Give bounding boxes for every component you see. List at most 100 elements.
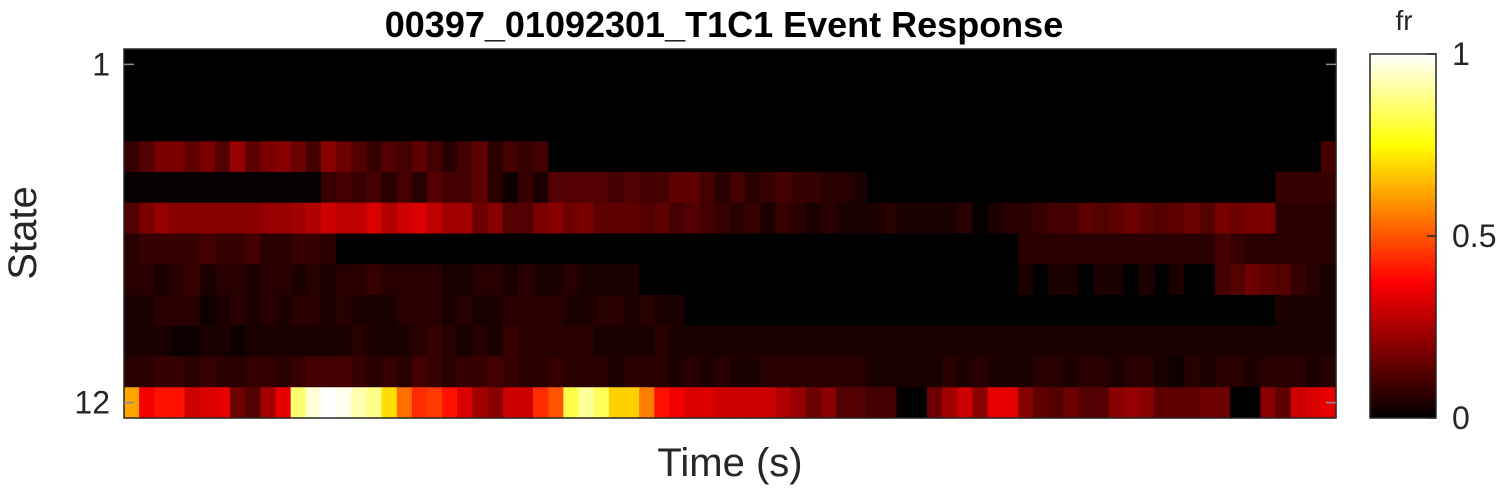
heatmap-cell xyxy=(775,49,792,81)
heatmap-cell xyxy=(487,295,504,327)
heatmap-cell xyxy=(942,79,958,112)
heatmap-cell xyxy=(533,49,549,81)
heatmap-cell xyxy=(896,264,913,296)
heatmap-cell xyxy=(1139,79,1155,112)
heatmap-cell xyxy=(230,110,246,142)
heatmap-cell xyxy=(563,110,580,142)
heatmap-cell xyxy=(245,172,261,204)
heatmap-cell xyxy=(654,295,670,327)
colorbar-tick-label: 1 xyxy=(1452,36,1470,72)
heatmap-cell xyxy=(1017,233,1034,265)
heatmap-cell xyxy=(1078,325,1095,358)
heatmap-cell xyxy=(184,264,201,296)
heatmap-cell xyxy=(411,49,428,81)
heatmap-cell xyxy=(548,202,564,235)
heatmap-cell xyxy=(411,325,428,358)
heatmap-cell xyxy=(1154,264,1170,296)
heatmap-cell xyxy=(230,233,246,265)
heatmap-cell xyxy=(684,202,701,235)
heatmap-cell xyxy=(896,233,913,265)
heatmap-cell xyxy=(1033,295,1049,327)
heatmap-cell xyxy=(714,172,731,204)
heatmap-cell xyxy=(487,172,504,204)
heatmap-cell xyxy=(608,202,625,235)
heatmap-cell xyxy=(427,141,443,173)
heatmap-cell xyxy=(881,264,898,296)
heatmap-cell xyxy=(154,387,171,419)
heatmap-cell xyxy=(1048,233,1064,265)
heatmap-cell xyxy=(639,49,655,81)
heatmap-cell xyxy=(427,387,443,419)
heatmap-cell xyxy=(926,141,943,173)
heatmap-cell xyxy=(669,356,686,388)
heatmap-cell xyxy=(851,110,867,142)
heatmap-cell xyxy=(366,356,383,388)
heatmap-cell xyxy=(1154,233,1170,265)
heatmap-cell xyxy=(1214,325,1231,358)
heatmap-cell xyxy=(1139,110,1155,142)
heatmap-cell xyxy=(442,202,458,235)
heatmap-cell xyxy=(1169,172,1186,204)
heatmap-cell xyxy=(911,233,928,265)
heatmap-cell xyxy=(1184,233,1201,265)
heatmap-cell xyxy=(1260,172,1276,204)
heatmap-cell xyxy=(245,141,261,173)
heatmap-cell xyxy=(366,202,383,235)
heatmap-cell xyxy=(366,172,383,204)
heatmap-cell xyxy=(487,49,504,81)
heatmap-cell xyxy=(1260,264,1276,296)
heatmap-cell xyxy=(1078,79,1095,112)
heatmap-cell xyxy=(881,202,898,235)
heatmap-cell xyxy=(669,264,686,296)
heatmap-cell xyxy=(1275,295,1292,327)
heatmap-cell xyxy=(1002,233,1019,265)
heatmap-cell xyxy=(214,387,231,419)
heatmap-cell xyxy=(169,264,186,296)
heatmap-cell xyxy=(457,110,474,142)
heatmap-cell xyxy=(1078,49,1095,81)
heatmap-cell xyxy=(851,264,867,296)
heatmap-cell xyxy=(972,172,989,204)
heatmap-cell xyxy=(472,233,489,265)
heatmap-cell xyxy=(1320,79,1337,112)
heatmap-cell xyxy=(987,49,1004,81)
heatmap-cell xyxy=(730,295,746,327)
heatmap-cell xyxy=(1290,264,1307,296)
heatmap-cell xyxy=(563,387,580,419)
heatmap-cell xyxy=(1002,356,1019,388)
heatmap-cell xyxy=(1184,202,1201,235)
heatmap-cell xyxy=(1017,202,1034,235)
heatmap-cell xyxy=(1275,233,1292,265)
heatmap-cell xyxy=(1048,79,1064,112)
heatmap-cell xyxy=(381,325,398,358)
heatmap-cell xyxy=(745,387,761,419)
heatmap-cell xyxy=(1017,295,1034,327)
heatmap-cell xyxy=(836,49,852,81)
heatmap-cell xyxy=(1275,172,1292,204)
heatmap-cell xyxy=(578,79,595,112)
heatmap-cell xyxy=(669,387,686,419)
heatmap-cell xyxy=(214,356,231,388)
heatmap-cell xyxy=(169,110,186,142)
heatmap-cell xyxy=(1229,233,1246,265)
heatmap-cell xyxy=(457,79,474,112)
heatmap-cell xyxy=(593,79,610,112)
y-tick-label: 12 xyxy=(74,385,110,421)
heatmap-cell xyxy=(396,49,413,81)
heatmap-cell xyxy=(805,172,822,204)
heatmap-cell xyxy=(669,79,686,112)
heatmap-cell xyxy=(457,233,474,265)
heatmap-cell xyxy=(184,325,201,358)
heatmap-cell xyxy=(563,49,580,81)
heatmap-cell xyxy=(654,202,670,235)
heatmap-cell xyxy=(305,325,322,358)
heatmap-cell xyxy=(987,202,1004,235)
heatmap-cell xyxy=(472,264,489,296)
heatmap-cell xyxy=(836,325,852,358)
heatmap-cell xyxy=(124,141,140,173)
heatmap-cell xyxy=(563,356,580,388)
heatmap-cell xyxy=(1199,295,1216,327)
heatmap-cell xyxy=(411,264,428,296)
heatmap-cell xyxy=(639,79,655,112)
heatmap-cell xyxy=(1093,264,1110,296)
